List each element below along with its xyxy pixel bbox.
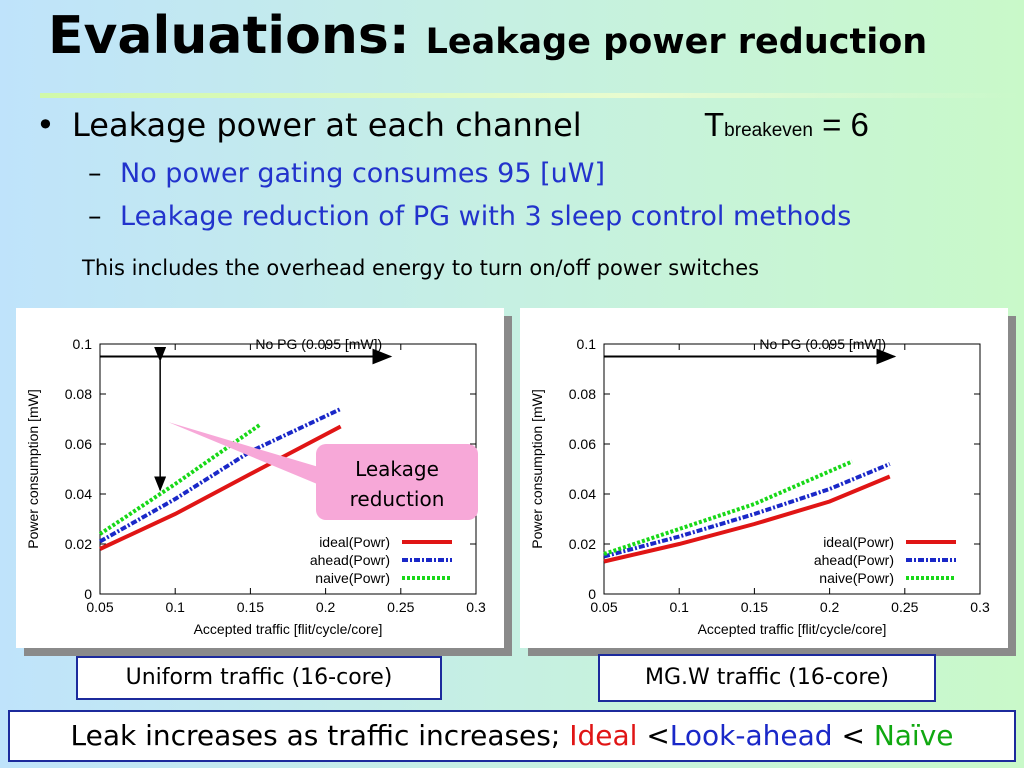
x-tick-label: 0.2 [316, 599, 336, 615]
chart-panel-uniform: 0.05 0.1 0.15 0.2 0.25 0.3 0 0.02 0.04 0.06 0.08 0.… [16, 308, 504, 648]
y-tick-label: 0.04 [569, 486, 596, 502]
x-axis-label: Accepted traffic [flit/cycle/core] [194, 621, 383, 637]
x-tick-label: 0.25 [387, 599, 414, 615]
legend-label: ideal(Powr) [319, 534, 390, 550]
plot-frame [603, 343, 981, 595]
series-line-ahead [99, 407, 342, 544]
no-pg-annotation: No PG (0.095 [mW]) [759, 336, 886, 352]
series-line-ahead [603, 462, 891, 559]
overhead-note: This includes the overhead energy to tur… [82, 256, 760, 280]
dash-icon: – [88, 201, 102, 232]
y-tick-label: 0.1 [73, 336, 93, 352]
y-tick-label: 0.02 [569, 536, 596, 552]
x-tick-label: 0.15 [237, 599, 264, 615]
callout-pointer-shape [168, 422, 322, 486]
sub-item-text: No power gating consumes 95 [uW] [120, 158, 605, 189]
y-tick-label: 0.08 [569, 386, 596, 402]
x-tick-label: 0.3 [466, 599, 486, 615]
y-tick-label: 0.06 [65, 436, 92, 452]
conclusion-naive: Naïve [873, 719, 954, 752]
series-line-ideal [99, 424, 342, 551]
title-main: Evaluations: [48, 6, 410, 66]
y-tick-label: 0.04 [65, 486, 92, 502]
chart-mgw: 0.05 0.1 0.15 0.2 0.25 0.3 0 0.02 0.04 0.06 0.08 0.… [529, 336, 990, 637]
sub-item: – No power gating consumes 95 [uW] [88, 158, 605, 189]
x-tick-label: 0.3 [970, 599, 990, 615]
legend-label: ideal(Powr) [823, 534, 894, 550]
tbreakeven-t: T [704, 106, 725, 143]
x-tick-label: 0.05 [86, 599, 113, 615]
conclusion-box: Leak increases as traffic increases; Ide… [8, 710, 1016, 762]
tbreakeven-label: Tbreakeven = 6 [704, 106, 869, 144]
tbreakeven-value: = 6 [812, 106, 869, 143]
y-axis-label: Power consumption [mW] [529, 389, 545, 549]
bullet-dot-icon: • [36, 106, 55, 144]
no-pg-annotation: No PG (0.095 [mW]) [255, 336, 382, 352]
x-tick-label: 0.15 [741, 599, 768, 615]
x-tick-label: 0.25 [891, 599, 918, 615]
legend-label: ahead(Powr) [814, 552, 894, 568]
title-divider [40, 93, 1020, 98]
series-line-ideal [603, 474, 891, 564]
legend-label: naive(Powr) [819, 570, 894, 586]
main-bullet: • Leakage power at each channel [36, 106, 582, 144]
y-tick-label: 0.02 [65, 536, 92, 552]
y-tick-label: 0 [84, 586, 92, 602]
y-tick-label: 0 [588, 586, 596, 602]
main-bullet-text: Leakage power at each channel [72, 106, 582, 144]
x-tick-label: 0.05 [590, 599, 617, 615]
slide-title: Evaluations: Leakage power reduction [48, 6, 927, 66]
y-tick-label: 0.08 [65, 386, 92, 402]
sub-item-text: Leakage reduction of PG with 3 sleep con… [120, 201, 852, 232]
series-line-naive [603, 459, 853, 556]
chart-panel-mgw: 0.05 0.1 0.15 0.2 0.25 0.3 0 0.02 0.04 0.06 0.08 0.… [520, 308, 1008, 648]
conclusion-lt: < [637, 719, 670, 752]
x-tick-label: 0.1 [165, 599, 185, 615]
leakage-reduction-callout: Leakage reduction [316, 444, 478, 520]
caption-uniform: Uniform traffic (16-core) [76, 656, 442, 700]
tbreakeven-subscript: breakeven [724, 120, 813, 141]
dash-icon: – [88, 158, 102, 189]
y-tick-label: 0.06 [569, 436, 596, 452]
y-axis-label: Power consumption [mW] [25, 389, 41, 549]
conclusion-prefix: Leak increases as traffic increases; [70, 719, 570, 752]
legend-label: naive(Powr) [315, 570, 390, 586]
title-subtitle: Leakage power reduction [425, 22, 928, 62]
x-tick-label: 0.2 [820, 599, 840, 615]
conclusion-lt: < [832, 719, 874, 752]
caption-mgw: MG.W traffic (16-core) [598, 654, 936, 702]
legend-label: ahead(Powr) [310, 552, 390, 568]
y-tick-label: 0.1 [577, 336, 597, 352]
callout-line: reduction [349, 487, 445, 511]
callout-line: Leakage [355, 457, 439, 481]
conclusion-ideal: Ideal [569, 719, 638, 752]
x-tick-label: 0.1 [669, 599, 689, 615]
x-axis-label: Accepted traffic [flit/cycle/core] [698, 621, 887, 637]
sub-item: – Leakage reduction of PG with 3 sleep co… [88, 201, 851, 232]
conclusion-ahead: Look-ahead [669, 719, 833, 752]
